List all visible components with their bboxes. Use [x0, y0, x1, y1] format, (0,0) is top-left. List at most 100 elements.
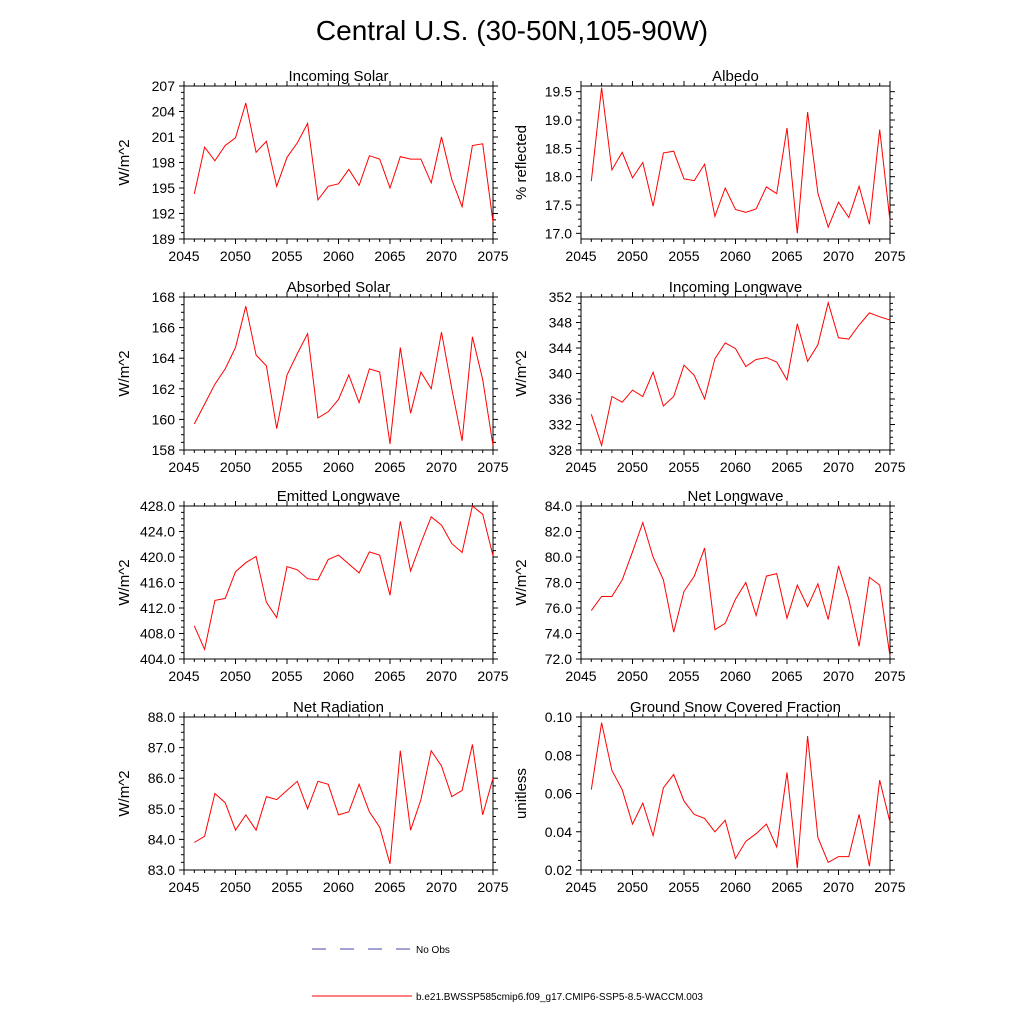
y-tick-label: 420.0 — [140, 549, 175, 565]
x-tick-label: 2070 — [823, 248, 854, 264]
panel-title: Incoming Solar — [288, 68, 388, 85]
panel-title: Net Longwave — [688, 488, 784, 505]
panel-title: Absorbed Solar — [287, 279, 390, 296]
x-tick-label: 2045 — [565, 248, 596, 264]
panel-title: Albedo — [712, 68, 759, 85]
x-tick-label: 2060 — [720, 459, 751, 475]
x-tick-label: 2055 — [668, 248, 699, 264]
x-tick-label: 2050 — [617, 879, 648, 895]
x-tick-label: 2065 — [771, 248, 802, 264]
y-tick-label: 412.0 — [140, 600, 175, 616]
x-tick-label: 2045 — [168, 248, 199, 264]
y-tick-label: 162 — [152, 381, 176, 397]
y-tick-label: 340 — [549, 366, 573, 382]
y-tick-label: 195 — [152, 180, 176, 196]
y-tick-label: 404.0 — [140, 651, 175, 667]
x-tick-label: 2075 — [477, 248, 508, 264]
x-tick-label: 2070 — [823, 668, 854, 684]
x-tick-label: 2055 — [668, 459, 699, 475]
y-tick-label: 207 — [152, 78, 176, 94]
y-tick-label: 428.0 — [140, 498, 175, 514]
panel-title: Emitted Longwave — [277, 488, 400, 505]
x-tick-label: 2070 — [823, 879, 854, 895]
x-tick-label: 2045 — [168, 668, 199, 684]
x-tick-label: 2050 — [617, 248, 648, 264]
y-axis-label: % reflected — [513, 125, 530, 200]
y-tick-label: 189 — [152, 231, 176, 247]
x-tick-label: 2055 — [668, 668, 699, 684]
x-tick-label: 2060 — [323, 879, 354, 895]
x-tick-label: 2045 — [168, 879, 199, 895]
legend: No Obs b.e21.BWSSP585cmip6.f09_g17.CMIP6… — [312, 945, 703, 1003]
x-tick-label: 2070 — [426, 248, 457, 264]
y-tick-label: 328 — [549, 442, 573, 458]
x-tick-label: 2065 — [374, 459, 405, 475]
y-tick-label: 352 — [549, 289, 573, 305]
x-tick-label: 2045 — [565, 668, 596, 684]
x-tick-label: 2070 — [426, 459, 457, 475]
x-tick-label: 2060 — [323, 459, 354, 475]
x-tick-label: 2075 — [477, 879, 508, 895]
x-tick-label: 2075 — [874, 248, 905, 264]
x-tick-label: 2060 — [720, 668, 751, 684]
panel-incoming-longwave: Incoming Longwave W/m^2 2045 2050 2055 2060 20… — [513, 279, 906, 475]
panel-ground-snow: Ground Snow Covered Fraction unitless 2045… — [513, 699, 906, 895]
y-tick-label: 198 — [152, 155, 176, 171]
y-tick-label: 160 — [152, 411, 176, 427]
y-axis-label: W/m^2 — [116, 770, 133, 816]
y-tick-label: 332 — [549, 417, 573, 433]
y-tick-label: 344 — [549, 340, 573, 356]
x-tick-label: 2060 — [720, 248, 751, 264]
y-tick-label: 168 — [152, 289, 176, 305]
y-tick-label: 17.0 — [545, 225, 572, 241]
y-tick-label: 204 — [152, 104, 176, 120]
x-tick-label: 2075 — [874, 879, 905, 895]
x-tick-label: 2050 — [220, 248, 251, 264]
series-line-model — [193, 102, 494, 223]
y-tick-label: 88.0 — [148, 709, 175, 725]
x-tick-label: 2050 — [220, 668, 251, 684]
x-tick-label: 2065 — [771, 459, 802, 475]
y-axis-label: W/m^2 — [513, 559, 530, 605]
x-tick-label: 2060 — [323, 248, 354, 264]
y-tick-label: 87.0 — [148, 740, 175, 756]
y-tick-label: 348 — [549, 315, 573, 331]
panel-net-radiation: Net Radiation W/m^2 2045 2050 2055 2060 2065 20… — [116, 699, 509, 895]
y-tick-label: 18.0 — [545, 169, 572, 185]
y-tick-label: 84.0 — [148, 831, 175, 847]
legend-model-label: b.e21.BWSSP585cmip6.f09_g17.CMIP6-SSP5-8… — [416, 992, 703, 1003]
x-tick-label: 2060 — [720, 879, 751, 895]
x-tick-label: 2050 — [220, 879, 251, 895]
x-tick-label: 2045 — [565, 879, 596, 895]
y-axis-label: unitless — [513, 768, 530, 819]
y-tick-label: 201 — [152, 129, 176, 145]
panel-albedo: Albedo % reflected 2045 2050 2055 2060 2065 207… — [513, 68, 906, 264]
x-tick-label: 2055 — [668, 879, 699, 895]
y-tick-label: 72.0 — [545, 651, 572, 667]
legend-obs-label: No Obs — [416, 945, 450, 956]
y-tick-label: 19.0 — [545, 112, 572, 128]
x-tick-label: 2045 — [168, 459, 199, 475]
panel-title: Ground Snow Covered Fraction — [630, 699, 841, 716]
panels: Incoming Solar W/m^2 2045 2050 2055 2060 2065 2… — [116, 68, 906, 895]
y-tick-label: 83.0 — [148, 862, 175, 878]
y-tick-label: 18.5 — [545, 140, 572, 156]
panel-title: Incoming Longwave — [669, 279, 802, 296]
y-tick-label: 164 — [152, 350, 176, 366]
panel-absorbed-solar: Absorbed Solar W/m^2 2045 2050 2055 2060 2065 2… — [116, 279, 509, 475]
y-tick-label: 74.0 — [545, 626, 572, 642]
x-tick-label: 2055 — [271, 879, 302, 895]
y-tick-label: 0.06 — [545, 786, 572, 802]
x-tick-label: 2050 — [617, 459, 648, 475]
series-line-model — [193, 505, 494, 652]
y-tick-label: 0.02 — [545, 862, 572, 878]
y-axis-label: W/m^2 — [116, 139, 133, 185]
y-tick-label: 82.0 — [545, 524, 572, 540]
panel-title: Net Radiation — [293, 699, 384, 716]
x-tick-label: 2055 — [271, 668, 302, 684]
y-tick-label: 17.5 — [545, 197, 572, 213]
y-tick-label: 19.5 — [545, 84, 572, 100]
y-axis-label: W/m^2 — [116, 559, 133, 605]
series-line-model — [590, 300, 891, 448]
